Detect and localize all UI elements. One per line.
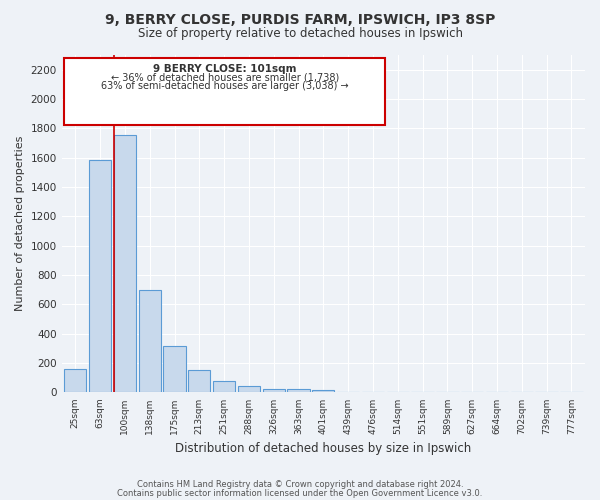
Text: Size of property relative to detached houses in Ipswich: Size of property relative to detached ho…	[137, 28, 463, 40]
Text: Contains HM Land Registry data © Crown copyright and database right 2024.: Contains HM Land Registry data © Crown c…	[137, 480, 463, 489]
Bar	[312, 390, 334, 392]
Text: 9, BERRY CLOSE, PURDIS FARM, IPSWICH, IP3 8SP: 9, BERRY CLOSE, PURDIS FARM, IPSWICH, IP…	[105, 12, 495, 26]
Text: Contains public sector information licensed under the Open Government Licence v3: Contains public sector information licen…	[118, 489, 482, 498]
Bar	[163, 346, 185, 393]
Bar	[64, 369, 86, 392]
Text: 9 BERRY CLOSE: 101sqm: 9 BERRY CLOSE: 101sqm	[153, 64, 296, 74]
Bar	[89, 160, 111, 392]
Bar	[188, 370, 211, 392]
Text: 63% of semi-detached houses are larger (3,038) →: 63% of semi-detached houses are larger (…	[101, 82, 349, 92]
FancyBboxPatch shape	[64, 58, 385, 126]
Bar	[287, 390, 310, 392]
Y-axis label: Number of detached properties: Number of detached properties	[15, 136, 25, 312]
Bar	[263, 389, 285, 392]
X-axis label: Distribution of detached houses by size in Ipswich: Distribution of detached houses by size …	[175, 442, 472, 455]
Text: ← 36% of detached houses are smaller (1,738): ← 36% of detached houses are smaller (1,…	[110, 72, 339, 83]
Bar	[139, 290, 161, 393]
Bar	[238, 386, 260, 392]
Bar	[114, 135, 136, 392]
Bar	[213, 380, 235, 392]
